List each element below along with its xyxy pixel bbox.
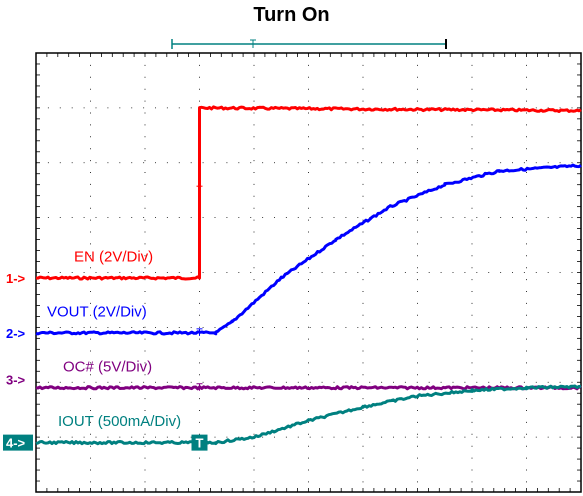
channel-4-marker-box — [3, 434, 33, 451]
trigger-marker-box — [191, 434, 208, 451]
trace-4 — [35, 384, 582, 446]
trace-3 — [35, 385, 582, 391]
traces: T — [35, 105, 582, 451]
channel-1-marker: 1-> — [6, 271, 26, 286]
trace-label-2: VOUT (2V/Div) — [47, 303, 147, 320]
trace-labels: EN (2V/Div) VOUT (2V/Div) OC# (5V/Div) IOUT… — [47, 249, 181, 431]
plot-grid — [35, 52, 582, 493]
trace-label-4: IOUT (500mA/Div) — [58, 413, 181, 430]
time-window-indicator — [171, 39, 447, 49]
trace-label-3: OC# (5V/Div) — [63, 358, 152, 375]
channel-2-marker: 2-> — [6, 326, 26, 341]
channel-4-marker: 4-> — [6, 436, 26, 451]
channel-markers: 1-> 2-> 3-> 4-> — [3, 271, 33, 451]
trace-2 — [35, 163, 582, 336]
trace-1 — [35, 105, 582, 281]
trace-label-1: EN (2V/Div) — [74, 249, 153, 266]
trigger-marker-text: T — [196, 436, 204, 451]
chart-title: Turn On — [253, 4, 330, 26]
channel-3-marker: 3-> — [6, 373, 26, 388]
